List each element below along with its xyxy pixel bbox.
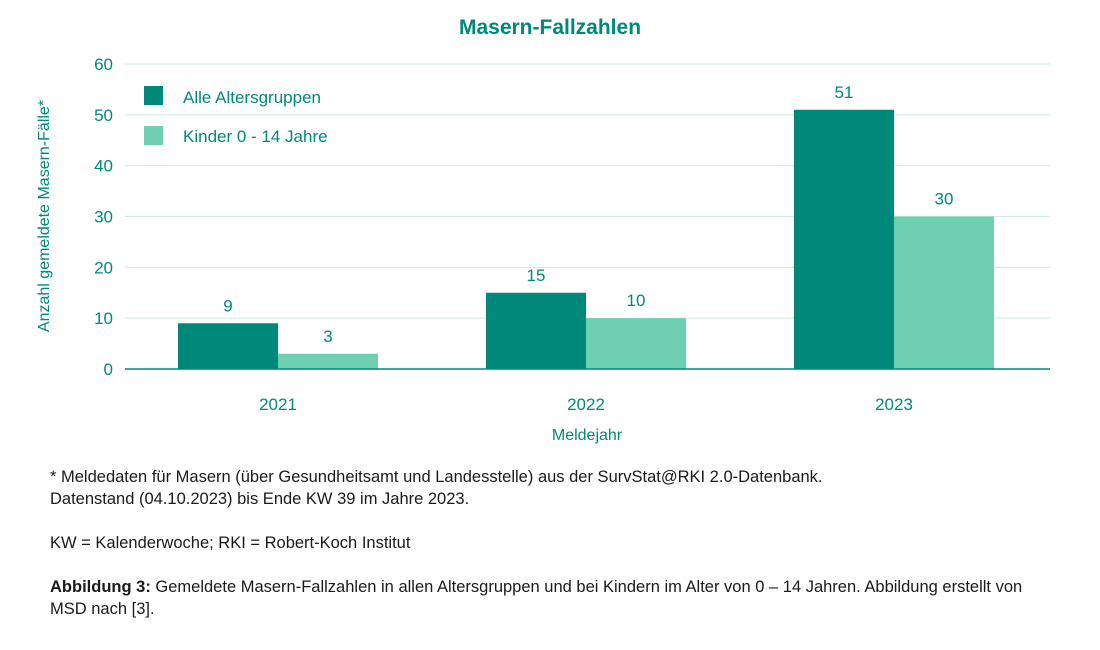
abbreviations: KW = Kalenderwoche; RKI = Robert-Koch In… xyxy=(50,534,411,552)
x-tick-label: 2021 xyxy=(259,395,297,414)
footnote-line-2: Datenstand (04.10.2023) bis Ende KW 39 i… xyxy=(50,490,470,508)
legend-label-kinder: Kinder 0 - 14 Jahre xyxy=(183,127,328,146)
x-tick-label: 2023 xyxy=(875,395,913,414)
y-axis-ticks: 0 10 20 30 40 50 60 xyxy=(94,55,113,379)
caption-label: Abbildung 3: xyxy=(50,578,151,596)
caption-text: Gemeldete Masern-Fallzahlen in allen Alt… xyxy=(50,578,1023,618)
y-tick-label: 30 xyxy=(94,208,113,227)
x-tick-label: 2022 xyxy=(567,395,605,414)
y-tick-label: 0 xyxy=(104,360,113,379)
bar-2023-alle-altersgruppen xyxy=(794,109,894,369)
y-tick-label: 60 xyxy=(94,55,113,74)
y-tick-label: 40 xyxy=(94,157,113,176)
data-label: 9 xyxy=(223,296,232,315)
y-tick-label: 50 xyxy=(94,106,113,125)
data-label: 15 xyxy=(527,266,546,285)
y-tick-label: 20 xyxy=(94,258,113,277)
y-tick-label: 10 xyxy=(94,309,113,328)
figure-caption: Abbildung 3: Gemeldete Masern-Fallzahlen… xyxy=(50,576,1060,620)
footnote-line-1: * Meldedaten für Masern (über Gesundheit… xyxy=(50,468,823,486)
bar-2022-alle-altersgruppen xyxy=(486,292,586,369)
legend-swatch-alle-altersgruppen xyxy=(144,86,163,105)
bars xyxy=(178,109,994,369)
data-label: 3 xyxy=(323,327,332,346)
bar-2021-kinder xyxy=(278,353,378,369)
data-label: 51 xyxy=(835,83,854,102)
legend-swatch-kinder xyxy=(144,126,163,145)
bar-2021-alle-altersgruppen xyxy=(178,323,278,369)
x-axis-ticks: 2021 2022 2023 xyxy=(259,395,913,414)
bar-chart: Masern-Fallzahlen 0 10 20 30 40 50 60 9 3 15 10 51… xyxy=(36,16,1050,444)
data-label: 30 xyxy=(935,190,954,209)
legend: Alle Altersgruppen Kinder 0 - 14 Jahre xyxy=(144,86,328,146)
legend-label-alle-altersgruppen: Alle Altersgruppen xyxy=(183,88,321,107)
bar-2022-kinder xyxy=(586,318,686,369)
chart-title: Masern-Fallzahlen xyxy=(459,16,641,39)
x-axis-title: Meldejahr xyxy=(552,427,623,444)
data-label: 10 xyxy=(627,291,646,310)
y-axis-title: Anzahl gemeldete Masern-Fälle* xyxy=(36,100,53,332)
data-labels: 9 3 15 10 51 30 xyxy=(223,83,953,346)
notes-section: * Meldedaten für Masern (über Gesundheit… xyxy=(50,466,1060,620)
bar-2023-kinder xyxy=(894,216,994,369)
